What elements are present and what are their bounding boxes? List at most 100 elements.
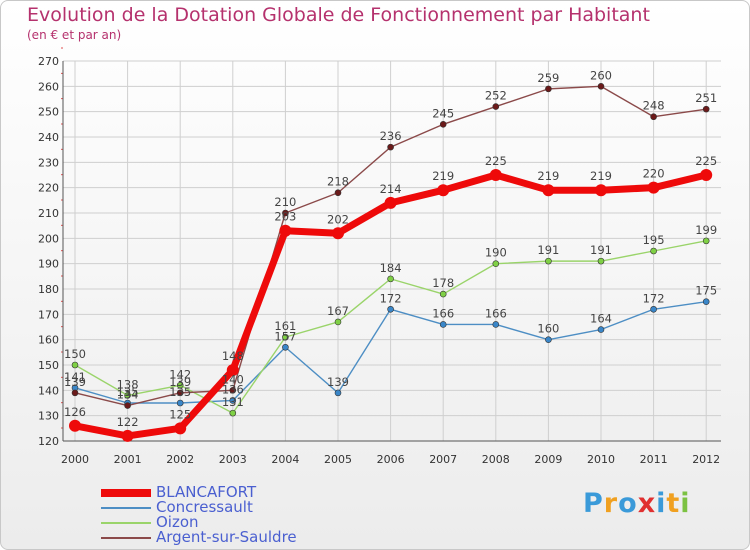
data-point [492,103,500,110]
data-label: 219 [590,169,612,183]
logo-letter: P [583,488,604,519]
data-point [334,318,342,326]
legend-label: Argent-sur-Sauldre [156,528,297,546]
x-tick-label: 2007 [429,453,457,466]
chart-title: Evolution de la Dotation Globale de Fonc… [27,4,650,26]
y-tick-label: 190 [38,258,59,271]
data-label: 139 [64,375,86,389]
data-point [702,105,710,113]
data-point [174,422,187,435]
data-label: 199 [695,223,717,237]
data-point [489,169,502,181]
data-label: 219 [537,169,559,183]
data-point [387,305,394,313]
data-point [387,275,394,283]
logo-letter: t [666,488,681,519]
data-label: 203 [274,210,296,224]
data-labels: 141 135 135 136 157 139 172 166 166 160 164 172 175 1… [64,68,717,429]
legend-label: Oizon [156,513,199,531]
data-label: 140 [222,372,244,386]
legend-item-argent-sur-sauldre: Argent-sur-Sauldre [101,528,361,546]
x-tick-label: 2012 [692,453,720,466]
y-tick-label: 180 [38,283,59,296]
data-label: 214 [380,182,402,196]
data-point [229,409,237,417]
data-point [384,196,397,209]
legend-swatch [101,522,151,524]
data-label: 164 [590,312,612,326]
data-label: 252 [485,89,507,103]
x-tick-label: 2011 [640,453,668,466]
y-tick-label: 210 [38,207,59,220]
data-point [545,85,552,93]
data-point [229,397,237,404]
series-layer [69,83,713,442]
data-label: 138 [117,377,139,391]
y-tick-label: 150 [38,359,59,372]
chart-subtitle: (en € et par an) [27,28,122,42]
y-tick-label: 200 [38,232,59,245]
grid [63,60,721,442]
y-tick-label: 130 [38,410,59,423]
data-label: 178 [432,276,454,290]
data-label: 160 [537,322,559,336]
data-label: 126 [64,405,86,419]
legend-item-oizon: Oizon [101,513,361,531]
data-point [282,333,289,341]
data-point [332,227,344,240]
data-label: 139 [327,375,349,389]
data-label: 220 [643,167,665,181]
data-label: 218 [327,175,349,189]
y-tick-label: 120 [38,435,59,448]
y-tick-label: 220 [38,182,59,195]
data-point [176,381,184,389]
y-tick-label: 140 [38,384,59,397]
data-label: 150 [64,347,86,361]
data-point [545,336,552,343]
x-tick-label: 2004 [271,453,299,466]
y-tick-label: 230 [38,156,59,169]
data-label: 125 [169,407,191,421]
legend-item-blancafort: BLANCAFORT [101,483,361,501]
y-tick-label: 250 [38,106,59,119]
data-point [492,260,500,267]
x-tick-label: 2001 [114,453,142,466]
data-label: 236 [380,129,402,143]
logo-letter: o [618,488,638,519]
data-point [647,181,660,194]
data-label: 191 [537,243,559,257]
data-label: 131 [222,395,244,409]
legend-label: Concressault [156,498,253,516]
data-label: 141 [64,370,86,384]
data-point [71,361,79,369]
data-label: 191 [590,243,612,257]
data-label: 135 [169,385,191,399]
legend: BLANCAFORT Concressault Oizon Argent-sur… [101,483,361,546]
x-tick-label: 2010 [587,453,615,466]
data-label: 225 [695,154,717,168]
data-label: 210 [274,195,296,209]
data-point [282,343,289,351]
data-label: 195 [643,233,665,247]
data-point [124,402,131,409]
data-point [702,298,710,305]
data-label: 142 [169,367,191,381]
data-label: 167 [327,304,349,318]
data-label: 184 [380,261,402,275]
data-label: 245 [432,106,454,120]
legend-label: BLANCAFORT [156,483,257,501]
data-point [176,389,184,397]
data-point [334,389,342,397]
data-point [439,121,447,128]
data-point [71,389,79,397]
logo-letter: i [680,488,691,519]
legend-swatch [101,537,151,539]
data-label: 202 [327,212,349,226]
x-tick-label: 2002 [166,453,194,466]
data-point [597,257,605,265]
x-tick-label: 2000 [61,453,89,466]
data-point [121,429,134,442]
legend-swatch [101,489,151,497]
y-tick-label: 170 [38,308,59,321]
